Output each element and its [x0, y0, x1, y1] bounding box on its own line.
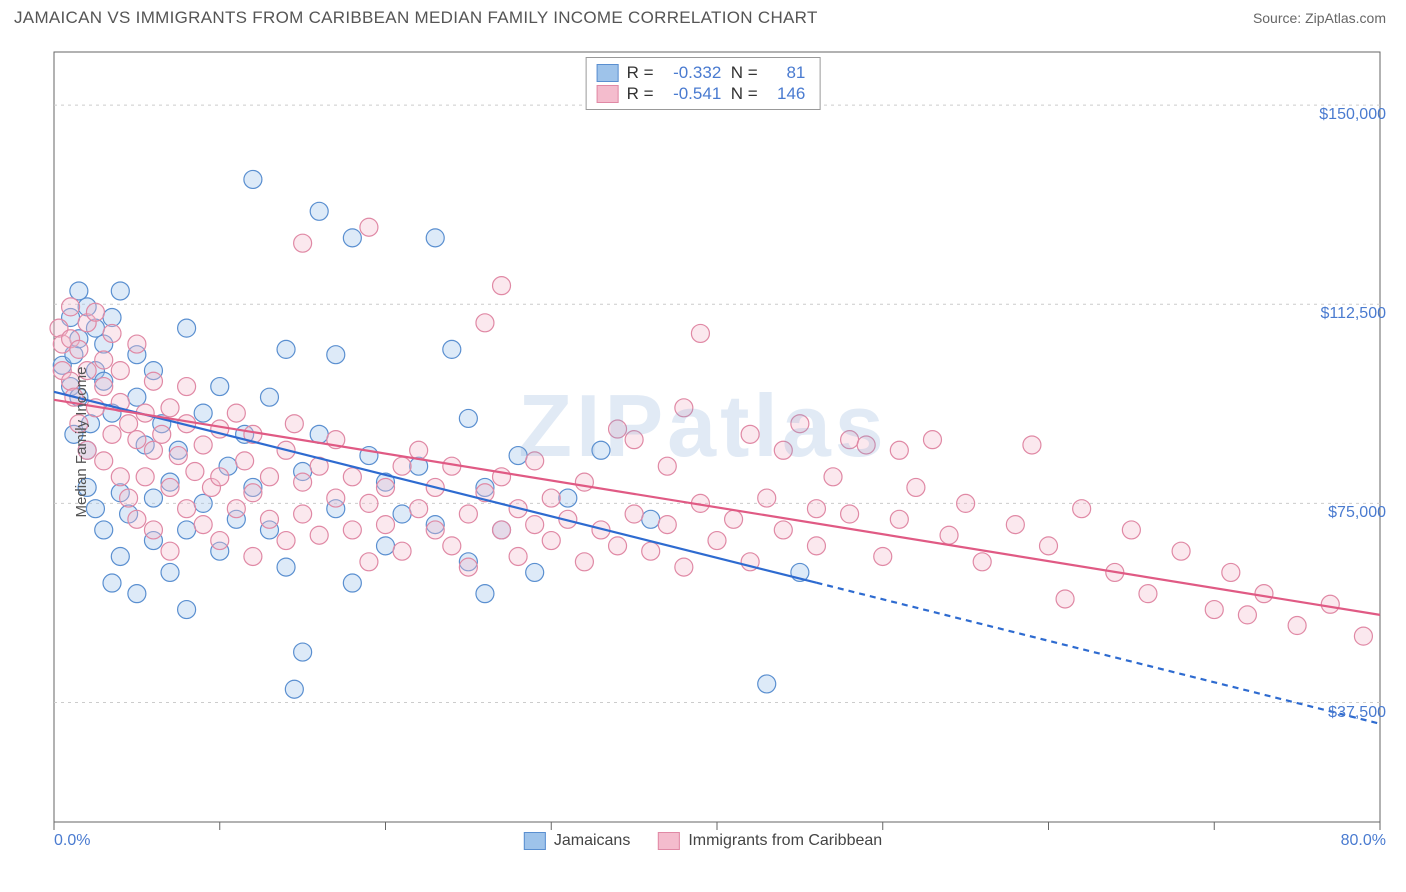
chart-source: Source: ZipAtlas.com: [1253, 10, 1386, 26]
series-legend-item: Immigrants from Caribbean: [658, 832, 882, 850]
series-legend: Jamaicans Immigrants from Caribbean: [524, 832, 882, 850]
chart-header: JAMAICAN VS IMMIGRANTS FROM CARIBBEAN ME…: [0, 0, 1406, 34]
chart-title: JAMAICAN VS IMMIGRANTS FROM CARIBBEAN ME…: [14, 8, 818, 28]
y-axis-tick-label: $75,000: [1328, 504, 1386, 522]
y-axis-tick-label: $150,000: [1319, 106, 1386, 124]
legend-swatch: [597, 64, 619, 82]
correlation-legend-row: R = -0.541 N = 146: [597, 84, 806, 104]
legend-swatch: [524, 832, 546, 850]
series-legend-label: Immigrants from Caribbean: [688, 832, 882, 850]
series-legend-label: Jamaicans: [554, 832, 630, 850]
legend-swatch: [597, 85, 619, 103]
series-legend-item: Jamaicans: [524, 832, 630, 850]
correlation-legend-row: R = -0.332 N = 81: [597, 63, 806, 83]
y-axis-tick-label: $37,500: [1328, 704, 1386, 722]
correlation-legend: R = -0.332 N = 81R = -0.541 N = 146: [586, 57, 821, 110]
y-axis-label: Median Family Income: [73, 367, 90, 518]
legend-swatch: [658, 832, 680, 850]
x-axis-min-label: 0.0%: [54, 832, 90, 850]
x-axis-max-label: 80.0%: [1341, 832, 1386, 850]
chart-area: Median Family Income ZIPatlas R = -0.332…: [14, 42, 1392, 842]
scatter-plot-svg: [14, 42, 1392, 842]
y-axis-tick-label: $112,500: [1320, 305, 1386, 323]
